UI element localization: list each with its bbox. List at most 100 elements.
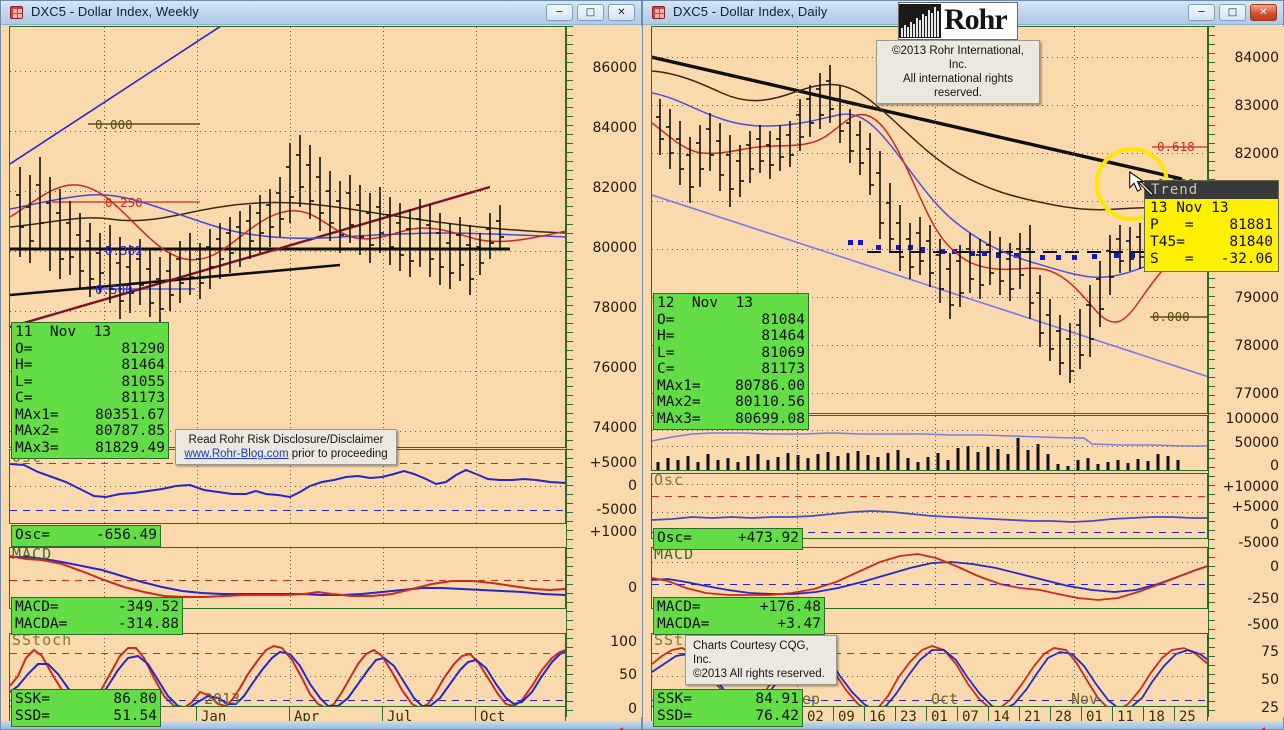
quote-value-low: 81069 — [761, 344, 805, 361]
copyright-line2: All international rights reserved. — [903, 73, 1013, 99]
osc-series-daily — [652, 510, 1207, 523]
ssd-label: SSD= — [15, 707, 50, 724]
y-label-macd: 0 — [628, 580, 637, 596]
trend-value-p: 81881 — [1229, 217, 1273, 233]
quote-label-close: C= — [657, 361, 675, 377]
window-controls-daily[interactable]: ─ □ ✕ — [1188, 4, 1277, 21]
y-tickbar-daily — [1208, 26, 1215, 717]
y-label-osc: -5000 — [596, 502, 637, 518]
price-series-weekly — [10, 27, 565, 329]
window-weekly[interactable]: DXC5 - Dollar Index, Weekly ─ □ ✕ — [0, 0, 643, 730]
macd-value: +176.48 — [759, 599, 821, 615]
y-label-sstoch: 25 — [1261, 700, 1279, 716]
fib-label-0000-weekly: 0.000 — [95, 117, 133, 132]
quote-label-ma3: MAx3= — [657, 410, 701, 427]
y-label: 77000 — [1234, 386, 1279, 402]
quote-label-open: O= — [15, 340, 33, 357]
y-label-vol: 100000 — [1225, 411, 1279, 427]
chart-body-weekly: 0.000 0.250 0.382 0.500 11 Nov 13 O= 8129… — [1, 25, 643, 730]
minimize-button[interactable]: ─ — [546, 4, 573, 21]
quote-value-close: 81173 — [761, 361, 805, 377]
maximize-icon: □ — [1227, 7, 1238, 18]
y-label-sstoch: 50 — [619, 667, 637, 683]
macd-box-daily: MACD= +176.48 MACDA= +3.47 — [653, 597, 825, 635]
ssd-value: 51.54 — [113, 707, 157, 724]
maximize-icon: □ — [585, 7, 596, 18]
macd-tag-weekly: MACD — [12, 547, 53, 563]
ssk-label: SSK= — [15, 691, 50, 707]
app-icon — [652, 6, 665, 19]
disclaimer-line1: Read Rohr Risk Disclosure/Disclaimer — [188, 434, 384, 446]
quote-value-high: 81464 — [761, 328, 805, 344]
scroll-right-arrow-daily[interactable] — [1255, 725, 1281, 730]
quote-label-ma3: MAx3= — [15, 439, 59, 456]
macda-label: MACDA= — [15, 615, 68, 632]
quote-label-ma2: MAx2= — [15, 423, 59, 439]
trend-label-p: P = — [1150, 217, 1194, 233]
y-tickbar-weekly — [566, 26, 573, 717]
quote-label-ma2: MAx2= — [657, 394, 701, 410]
macd-tag-daily: MACD — [654, 547, 695, 563]
maximize-button[interactable]: □ — [577, 4, 604, 21]
macd-label: MACD= — [657, 599, 701, 615]
y-label-sstoch: 100 — [610, 634, 637, 650]
trend-tooltip-body: 13 Nov 13 P = 81881 T45= 81840 S = -32.06 — [1145, 199, 1278, 271]
quote-value-ma2: 80110.56 — [735, 394, 805, 410]
trend-tooltip[interactable]: Trend 13 Nov 13 P = 81881 T45= 81840 S = -3… — [1144, 180, 1279, 272]
ssk-value: 84.91 — [755, 691, 799, 707]
quote-label-high: H= — [657, 328, 675, 344]
rohr-wordmark: Rohr — [944, 2, 1008, 36]
window-daily[interactable]: DXC5 - Dollar Index, Daily ─ □ ✕ — [642, 0, 1284, 730]
disclaimer-popup[interactable]: Read Rohr Risk Disclosure/Disclaimer www… — [175, 429, 397, 465]
y-label: 79000 — [1234, 290, 1279, 306]
maximize-button[interactable]: □ — [1219, 4, 1246, 21]
osc-box-weekly: Osc= -656.49 — [11, 525, 161, 547]
quote-value-low: 81055 — [121, 373, 165, 390]
copyright-popup[interactable]: ©2013 Rohr International, Inc. All inter… — [876, 40, 1040, 104]
y-label-osc: +5000 — [1231, 499, 1279, 515]
month-label-oct: Oct — [931, 690, 959, 708]
y-label: 84000 — [1234, 50, 1279, 66]
quote-value-ma3: 81829.49 — [95, 439, 165, 456]
quote-date: 11 Nov 13 — [15, 324, 112, 340]
rohr-blog-link[interactable]: www.Rohr-Blog.com — [184, 448, 289, 460]
minimize-icon: ─ — [1198, 7, 1205, 18]
quote-value-high: 81464 — [121, 357, 165, 373]
y-label-macd: 0 — [1270, 559, 1279, 575]
y-label: 83000 — [1234, 98, 1279, 114]
month-label-nov: Nov — [1071, 690, 1099, 708]
close-icon: ✕ — [1259, 7, 1268, 18]
y-axis-daily: 84000 83000 82000 81000 80000 79000 7800… — [1215, 26, 1284, 717]
quote-value-open: 81290 — [121, 340, 165, 357]
cqg-popup[interactable]: Charts Courtesy CQG, Inc. ©2013 All righ… — [685, 635, 837, 685]
y-label: 82000 — [592, 180, 637, 196]
ssd-value: 76.42 — [755, 707, 799, 724]
app-icon — [10, 6, 23, 19]
quote-box-weekly: 11 Nov 13 O= 81290 H= 81464 L= 81055 C= 8117… — [11, 322, 169, 459]
y-label-macd: +1000 — [589, 524, 637, 540]
quote-date: 12 Nov 13 — [657, 295, 754, 311]
cqg-line2: ©2013 All rights reserved. — [693, 668, 825, 680]
ssk-label: SSK= — [657, 691, 692, 707]
status-bar-weekly — [1, 721, 641, 729]
quote-value-ma1: 80351.67 — [95, 406, 165, 423]
quote-value-close: 81173 — [121, 390, 165, 406]
y-label-macd: -250 — [1247, 591, 1279, 607]
year-label-weekly: 2013 — [204, 690, 241, 708]
macd-label: MACD= — [15, 599, 59, 615]
fib-label-0250-weekly: 0.250 — [105, 195, 143, 210]
fib-label-0500-weekly: 0.500 — [95, 282, 133, 297]
osc-value: +473.92 — [737, 530, 799, 546]
sstoch-box-daily: SSK= 84.91 SSD= 76.42 — [653, 689, 803, 727]
vol-panel-daily[interactable]: Vol — [651, 415, 1208, 471]
scroll-right-arrow-weekly[interactable] — [613, 725, 639, 730]
y-label-sstoch: 0 — [628, 701, 637, 717]
close-button[interactable]: ✕ — [1250, 4, 1277, 21]
y-label-osc: 0 — [1270, 517, 1279, 533]
close-button[interactable]: ✕ — [608, 4, 635, 21]
minimize-button[interactable]: ─ — [1188, 4, 1215, 21]
mouse-cursor — [1129, 170, 1154, 197]
macd-box-weekly: MACD= -349.52 MACDA= -314.88 — [11, 597, 183, 635]
titlebar-weekly[interactable]: DXC5 - Dollar Index, Weekly ─ □ ✕ — [1, 1, 641, 25]
window-controls-weekly[interactable]: ─ □ ✕ — [546, 4, 635, 21]
